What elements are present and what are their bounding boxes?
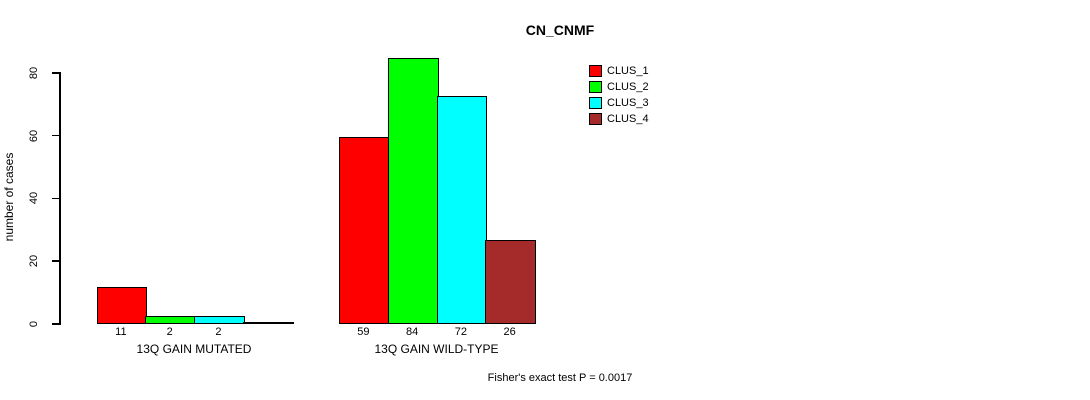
y-axis-tick (52, 260, 59, 262)
y-axis-tick (52, 134, 59, 137)
bar-CLUS_3-group2 (436, 96, 488, 324)
legend-label: CLUS_4 (607, 112, 649, 125)
group-label: 13Q GAIN MUTATED (136, 342, 252, 356)
y-axis-tick (52, 72, 59, 74)
bar-value-label: 2 (215, 326, 222, 338)
group-label: 13Q GAIN WILD-TYPE (374, 342, 499, 356)
y-axis-line (59, 72, 61, 325)
legend-item-CLUS_1: CLUS_1 (589, 64, 649, 77)
bar-value-label: 84 (406, 326, 419, 338)
bar-CLUS_4-group2 (485, 240, 536, 324)
y-axis-tick-label: 60 (28, 129, 40, 142)
legend-swatch-icon (589, 80, 602, 93)
bar-CLUS_1-group2 (339, 137, 390, 324)
legend-label: CLUS_1 (607, 64, 649, 77)
y-axis-title: number of cases (2, 152, 16, 242)
bar-CLUS_2-group1 (145, 316, 196, 324)
y-axis-tick-label: 80 (28, 66, 40, 79)
bar-CLUS_2-group2 (387, 58, 439, 324)
y-axis-tick-label: 40 (28, 192, 40, 205)
bar-value-label: 59 (357, 326, 370, 338)
y-axis-tick (52, 197, 59, 199)
legend-item-CLUS_4: CLUS_4 (589, 112, 649, 125)
legend-item-CLUS_2: CLUS_2 (589, 80, 649, 93)
bar-CLUS_3-group1 (194, 316, 245, 324)
legend-swatch-icon (589, 64, 602, 77)
legend-swatch-icon (589, 112, 602, 125)
chart-title: CN_CNMF (525, 22, 595, 38)
y-axis-tick (52, 323, 59, 325)
y-axis-tick-label: 0 (28, 320, 40, 327)
bar-value-label: 26 (503, 326, 516, 338)
legend-label: CLUS_3 (607, 96, 649, 109)
y-axis-tick-label: 20 (28, 254, 40, 268)
legend-item-CLUS_3: CLUS_3 (589, 96, 649, 109)
legend-label: CLUS_2 (607, 80, 649, 93)
bar-value-label: 72 (454, 326, 467, 338)
bar-CLUS_1-group1 (96, 287, 148, 324)
bar-value-label: 11 (115, 326, 127, 338)
bar-value-label: 2 (166, 326, 173, 338)
fisher-test-annotation: Fisher's exact test P = 0.0017 (487, 372, 633, 384)
legend-swatch-icon (589, 96, 602, 109)
bar-CLUS_4-group1 (242, 322, 294, 324)
